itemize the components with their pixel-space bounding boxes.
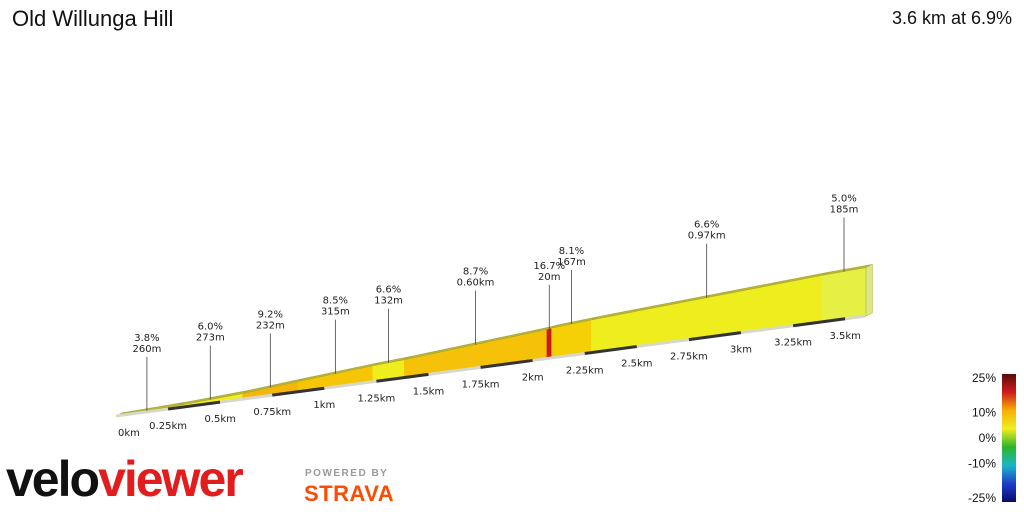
distance-band [167, 400, 221, 411]
legend-tick-label: 0% [979, 431, 997, 445]
distance-tick-label: 0.25km [149, 421, 187, 432]
distance-tick-label: 0km [118, 428, 140, 439]
distance-band [844, 314, 867, 321]
segment-length-label: 0.60km [457, 278, 495, 289]
distance-axis: 0km 0.25km 0.5km 0.75km 1km 1.25km 1.5km 1.75km… [115, 314, 867, 439]
distance-band [532, 352, 585, 362]
segment-grade-label: 6.6% [694, 220, 719, 231]
profile-segment [546, 327, 552, 359]
distance-band [480, 358, 533, 369]
distance-tick-label: 3.5km [829, 331, 860, 342]
veloviewer-logo[interactable]: veloviewer [6, 451, 244, 507]
segment-length-label: 132m [374, 296, 403, 307]
distance-tick-label: 1.5km [413, 386, 444, 397]
segment-grade-label: 8.1% [559, 246, 584, 257]
gradient-legend: 25% 10% 0% -10% -25% [968, 371, 1016, 505]
segment-grade-label: 5.0% [831, 193, 856, 204]
profile-end-face [865, 263, 873, 317]
powered-by-text: POWERED BY [305, 468, 389, 479]
distance-band [584, 345, 638, 355]
distance-tick-label: 1.25km [358, 393, 396, 404]
legend-tick-label: -10% [968, 457, 996, 471]
segment-grade-label: 8.5% [323, 296, 348, 307]
distance-tick-label: 2.25km [566, 366, 604, 377]
segment-grade-label: 16.7% [533, 261, 565, 272]
distance-band [324, 379, 377, 390]
distance-tick-label: 1.75km [462, 379, 500, 390]
segment-grade-label: 9.2% [258, 309, 283, 320]
strava-logo[interactable]: STRAVA [304, 481, 395, 506]
distance-tick-label: 2km [522, 372, 544, 383]
distance-tick-label: 2.5km [621, 359, 652, 370]
distance-band [792, 317, 846, 328]
distance-band [272, 386, 325, 397]
segment-length-label: 260m [132, 344, 161, 355]
page-title: Old Willunga Hill [12, 6, 174, 31]
segment-grade-label: 6.6% [376, 285, 401, 296]
distance-tick-label: 3km [730, 345, 752, 356]
segment-length-label: 315m [321, 307, 350, 318]
distance-band [688, 331, 742, 342]
segment-length-label: 167m [557, 257, 586, 268]
segment-length-label: 20m [538, 272, 560, 283]
profile-segment [821, 267, 867, 323]
distance-tick-label: 1km [313, 400, 335, 411]
climb-summary: 3.6 km at 6.9% [891, 8, 1012, 28]
distance-band [740, 324, 794, 335]
segment-length-label: 273m [196, 333, 225, 344]
distance-band [636, 338, 690, 349]
segment-length-label: 185m [830, 204, 859, 215]
distance-band [219, 393, 273, 404]
distance-band [115, 407, 169, 418]
legend-tick-label: 25% [972, 371, 996, 385]
segment-grade-label: 3.8% [134, 333, 159, 344]
segment-grade-label: 8.7% [463, 267, 488, 278]
segment-length-label: 0.97km [688, 231, 726, 242]
distance-band [428, 365, 481, 376]
distance-tick-label: 3.25km [774, 338, 812, 349]
distance-tick-label: 2.75km [670, 352, 708, 363]
distance-tick-label: 0.75km [253, 407, 291, 418]
distance-tick-label: 0.5km [204, 414, 235, 425]
legend-tick-label: -25% [968, 491, 996, 505]
legend-tick-label: 10% [972, 405, 996, 419]
distance-band [376, 372, 429, 383]
segment-labels: 3.8%260m6.0%273m9.2%232m8.5%315m6.6%132m… [132, 193, 859, 411]
segment-grade-label: 6.0% [198, 322, 223, 333]
segment-length-label: 232m [256, 320, 285, 331]
legend-color-bar [1002, 374, 1016, 502]
